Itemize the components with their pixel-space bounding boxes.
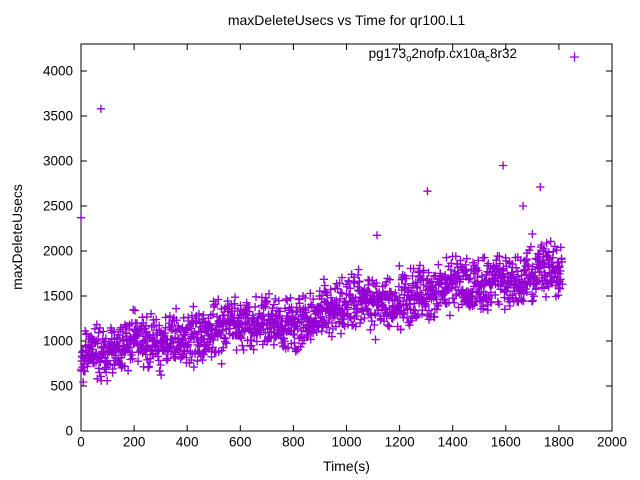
y-tick-label: 3500: [43, 109, 73, 124]
x-tick-label: 1200: [385, 435, 415, 450]
x-tick-label: 1000: [331, 435, 361, 450]
x-axis-label: Time(s): [323, 458, 370, 474]
x-tick-label: 600: [229, 435, 252, 450]
x-tick-labels: 0 200 400 600 800 1000 1200 1400 1600 1800 2000: [77, 435, 627, 450]
y-tick-labels: 0 500 1000 1500 2000 2500 3000 3500 4000: [43, 64, 73, 439]
legend-series-label: pg173o2nofp.cx10ac8r32: [368, 46, 517, 64]
chart-title: maxDeleteUsecs vs Time for qr100.L1: [227, 12, 466, 28]
y-tick-label: 4000: [43, 64, 73, 79]
y-tick-label: 3000: [43, 154, 73, 169]
y-tick-label: 1500: [43, 289, 73, 304]
x-tick-label: 1600: [491, 435, 521, 450]
y-tick-label: 2000: [43, 244, 73, 259]
y-tick-label: 2500: [43, 199, 73, 214]
x-tick-label: 2000: [597, 435, 627, 450]
y-tick-label: 1000: [43, 334, 73, 349]
x-tick-label: 800: [282, 435, 305, 450]
y-tick-label: 0: [65, 424, 73, 439]
legend-label-subscript: o: [406, 53, 412, 65]
legend-label-segment: 8r32: [489, 46, 517, 61]
x-tick-label: 1800: [544, 435, 574, 450]
legend-marker: [569, 52, 580, 62]
y-tick-label: 500: [50, 379, 73, 394]
x-tick-label: 200: [123, 435, 146, 450]
legend-label-segment: pg173: [368, 46, 407, 61]
x-tick-label: 400: [176, 435, 199, 450]
x-tick-label: 0: [77, 435, 85, 450]
tick-marks: [80, 44, 613, 432]
legend-label-subscript: c: [485, 53, 490, 65]
x-tick-label: 1400: [438, 435, 468, 450]
scatter-points: [76, 104, 567, 387]
legend-label-segment: 2nofp.cx10a: [411, 46, 486, 61]
